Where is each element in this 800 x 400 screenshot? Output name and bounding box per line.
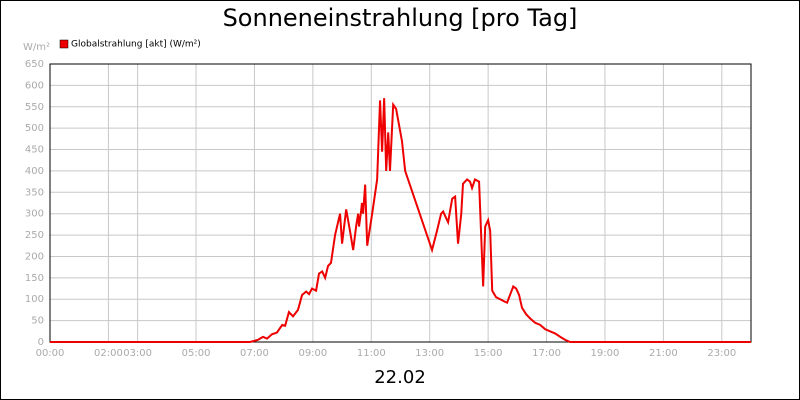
x-tick-label: 17:00 (532, 348, 561, 359)
y-tick-label: 200 (25, 251, 44, 262)
y-tick-label: 650 (25, 59, 44, 70)
x-tick-label: 02:00 (94, 348, 123, 359)
plot-border (49, 63, 752, 343)
x-tick-label: 03:00 (123, 348, 152, 359)
y-tick-label: 300 (25, 209, 44, 220)
y-tick-label: 550 (25, 102, 44, 113)
y-tick-label: 500 (25, 123, 44, 134)
y-axis-label: W/m² (23, 42, 50, 53)
x-tick-label: 09:00 (298, 348, 327, 359)
y-tick-label: 250 (25, 230, 44, 241)
x-tick-label: 05:00 (182, 348, 211, 359)
x-tick-label: 19:00 (591, 348, 620, 359)
series-line (50, 98, 751, 343)
chart-title: Sonneneinstrahlung [pro Tag] (223, 4, 578, 32)
y-tick-label: 100 (25, 294, 44, 305)
x-tick-label: 15:00 (474, 348, 503, 359)
y-tick-label: 400 (25, 166, 44, 177)
x-tick-label: 23:00 (707, 348, 736, 359)
y-tick-label: 50 (31, 316, 44, 327)
x-tick-label: 00:00 (36, 348, 65, 359)
legend-label: Globalstrahlung [akt] (W/m²) (71, 40, 201, 50)
y-tick-label: 150 (25, 273, 44, 284)
x-tick-label: 11:00 (357, 348, 386, 359)
x-tick-label: 21:00 (649, 348, 678, 359)
y-tick-label: 350 (25, 187, 44, 198)
legend-swatch (59, 39, 69, 49)
x-tick-label: 07:00 (240, 348, 269, 359)
y-tick-label: 0 (38, 337, 44, 348)
y-tick-label: 600 (25, 80, 44, 91)
y-tick-label: 450 (25, 145, 44, 156)
x-tick-label: 13:00 (415, 348, 444, 359)
x-axis-label: 22.02 (374, 367, 426, 388)
